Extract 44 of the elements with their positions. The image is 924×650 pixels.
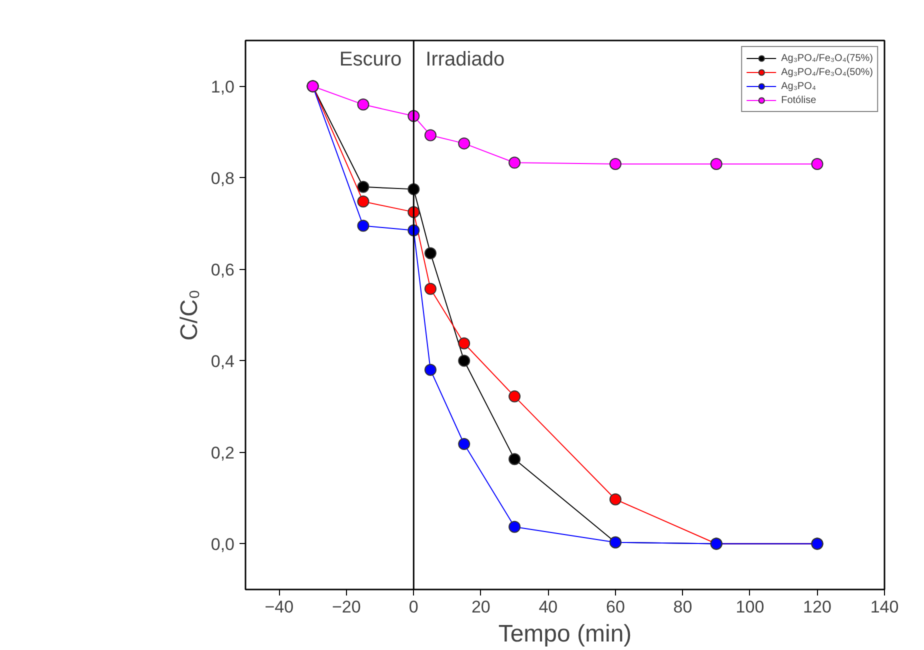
legend-label: Ag₃PO₄/Fe₃O₄(75%) (781, 52, 873, 65)
point (508, 390, 521, 402)
y-tick-label: 0,2 (210, 443, 235, 462)
x-tick-label: 80 (673, 598, 692, 616)
point (357, 98, 370, 111)
y-tick-label: 0,6 (210, 260, 235, 280)
x-tick-label: 60 (606, 598, 625, 616)
y-tick-label: 1,0 (210, 77, 235, 96)
x-tick-label: 120 (803, 598, 832, 616)
point (609, 158, 622, 170)
point (424, 282, 436, 295)
x-tick-label: −20 (332, 598, 361, 616)
point (357, 220, 370, 232)
annotation: Escuro (339, 48, 402, 70)
point (458, 337, 470, 350)
y-tick-label: 0,4 (210, 352, 235, 371)
y-axis-title: C/C₀ (176, 289, 203, 341)
annotation: Irradiado (426, 48, 505, 70)
x-tick-label: 40 (538, 598, 558, 616)
point (424, 364, 436, 376)
point (811, 158, 824, 170)
y-tick-label: 0,0 (210, 534, 235, 554)
point (609, 493, 622, 506)
point (458, 137, 470, 150)
x-tick-label: 140 (870, 598, 899, 616)
point (508, 520, 521, 533)
point (508, 453, 521, 466)
point (424, 247, 436, 260)
x-axis-title: Tempo (min) (498, 620, 632, 648)
y-tick-label: 0,8 (210, 168, 235, 188)
point (424, 129, 436, 142)
point (710, 158, 722, 170)
point (357, 180, 370, 193)
point (508, 156, 521, 169)
point (357, 196, 370, 208)
legend-label: Fotólise (781, 94, 816, 107)
x-tick-label: −40 (264, 598, 294, 616)
x-tick-label: 0 (408, 598, 418, 616)
point (458, 354, 470, 367)
legend-label: Ag₃PO₄/Fe₃O₄(50%) (781, 66, 873, 79)
point (458, 438, 470, 450)
x-tick-label: 100 (736, 598, 764, 616)
legend-label: Ag₃PO₄ (781, 80, 816, 93)
x-tick-label: 20 (471, 598, 490, 616)
